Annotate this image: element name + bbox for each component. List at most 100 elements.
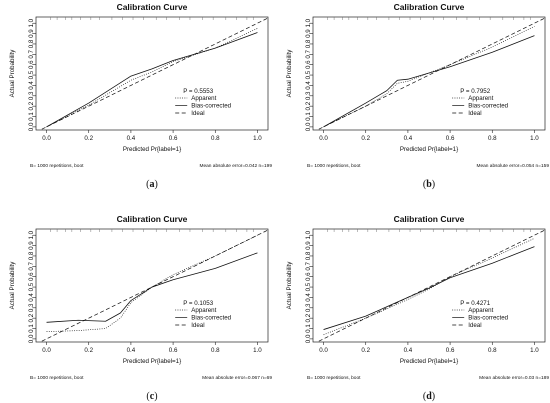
y-tick-label: 0.7: [28, 261, 35, 270]
x-tick-label: 0.6: [446, 135, 455, 142]
y-axis-label: Actual Probability: [9, 261, 16, 310]
x-tick-label: 0.6: [169, 347, 178, 354]
y-tick-label: 0.0: [305, 122, 312, 131]
x-axis-label: Predicted Pr{label=1}: [400, 358, 458, 365]
legend-label: Bias-corrected: [191, 315, 231, 322]
y-tick-label: 0.9: [305, 241, 312, 250]
y-tick-label: 0.6: [28, 272, 35, 281]
y-tick-label: 0.6: [305, 272, 312, 281]
y-tick-label: 1.0: [305, 230, 312, 239]
legend-label: Apparent: [468, 95, 493, 102]
x-tick-label: 0.2: [361, 135, 370, 142]
series-line-bias-corrected: [323, 35, 535, 128]
x-tick-label: 0.2: [84, 135, 93, 142]
x-tick-label: 1.0: [253, 135, 262, 142]
y-tick-label: 0.5: [305, 70, 312, 79]
y-tick-label: 0.3: [305, 303, 312, 312]
panel-letter: (d): [423, 391, 435, 402]
x-tick-label: 0.4: [127, 135, 136, 142]
footer-left-note: B= 1000 repetitions, boot: [307, 375, 361, 381]
y-tick-label: 0.3: [28, 91, 35, 100]
p-value-text: P = 0.5553: [183, 88, 214, 95]
y-tick-label: 0.4: [28, 293, 35, 302]
panel-letter: (a): [146, 179, 158, 190]
plot-frame: [35, 16, 269, 131]
y-tick-label: 0.1: [28, 324, 35, 333]
x-tick-label: 0.6: [446, 347, 455, 354]
footer-right-note: Mean absolute error=0.042 n=199: [199, 163, 272, 169]
y-tick-label: 0.7: [305, 49, 312, 58]
y-tick-label: 0.0: [28, 334, 35, 343]
plot-frame: [312, 16, 546, 131]
y-axis-label: Actual Probability: [286, 261, 293, 310]
y-tick-label: 0.8: [28, 39, 35, 48]
legend-label: Ideal: [191, 110, 204, 117]
y-tick-label: 0.3: [305, 91, 312, 100]
y-tick-label: 0.2: [28, 101, 35, 110]
p-value-text: P = 0.7952: [460, 88, 491, 95]
series-line-ideal: [39, 229, 268, 342]
legend-label: Apparent: [191, 307, 216, 314]
y-tick-label: 0.5: [28, 70, 35, 79]
y-tick-label: 0.6: [28, 60, 35, 69]
x-tick-label: 0.0: [319, 347, 328, 354]
y-tick-label: 0.6: [305, 60, 312, 69]
x-axis-label: Predicted Pr{label=1}: [123, 358, 181, 365]
x-tick-label: 0.4: [127, 347, 136, 354]
x-tick-label: 1.0: [530, 135, 539, 142]
y-tick-label: 0.9: [28, 241, 35, 250]
p-value-text: P = 0.4271: [460, 300, 491, 307]
y-tick-label: 0.8: [28, 251, 35, 260]
panel-letter: (c): [146, 391, 157, 402]
y-tick-label: 0.1: [28, 112, 35, 121]
chart-title: Calibration Curve: [117, 2, 188, 12]
y-tick-label: 0.5: [305, 282, 312, 291]
series-line-apparent: [46, 28, 258, 128]
series-line-bias-corrected: [46, 32, 258, 128]
x-tick-label: 0.2: [84, 347, 93, 354]
plot-frame: [35, 228, 269, 343]
x-tick-label: 0.0: [42, 135, 51, 142]
series-line-bias-corrected: [323, 246, 535, 330]
x-tick-label: 0.4: [404, 135, 413, 142]
y-tick-label: 0.9: [305, 29, 312, 38]
y-tick-label: 0.1: [305, 112, 312, 121]
legend-label: Bias-corrected: [191, 103, 231, 110]
footer-right-note: Mean absolute error=0.03 n=189: [479, 375, 549, 381]
footer-right-note: Mean absolute error=0.067 n=69: [202, 375, 272, 381]
x-tick-label: 0.4: [404, 347, 413, 354]
y-tick-label: 0.4: [305, 81, 312, 90]
panel-letter: (b): [423, 179, 435, 190]
y-tick-label: 0.5: [28, 282, 35, 291]
series-line-ideal: [39, 17, 268, 130]
legend-label: Bias-corrected: [468, 103, 508, 110]
legend-label: Apparent: [468, 307, 493, 314]
y-tick-label: 0.7: [28, 49, 35, 58]
y-axis-label: Actual Probability: [286, 49, 293, 98]
x-tick-label: 1.0: [253, 347, 262, 354]
series-line-apparent: [46, 234, 258, 332]
y-tick-label: 0.2: [305, 313, 312, 322]
y-tick-label: 0.9: [28, 29, 35, 38]
y-tick-label: 0.3: [28, 303, 35, 312]
legend-label: Apparent: [191, 95, 216, 102]
y-tick-label: 0.7: [305, 261, 312, 270]
legend-label: Ideal: [468, 110, 481, 117]
legend-label: Bias-corrected: [468, 315, 508, 322]
footer-left-note: B= 1000 repetitions, boot: [30, 375, 84, 381]
series-line-bias-corrected: [46, 252, 258, 323]
y-tick-label: 0.8: [305, 251, 312, 260]
x-tick-label: 0.0: [319, 135, 328, 142]
y-tick-label: 1.0: [28, 230, 35, 239]
series-line-ideal: [316, 229, 545, 342]
y-tick-label: 0.0: [28, 122, 35, 131]
x-tick-label: 1.0: [530, 347, 539, 354]
y-tick-label: 0.2: [28, 313, 35, 322]
series-line-apparent: [323, 26, 535, 128]
y-tick-label: 0.8: [305, 39, 312, 48]
x-axis-label: Predicted Pr{label=1}: [123, 146, 181, 153]
